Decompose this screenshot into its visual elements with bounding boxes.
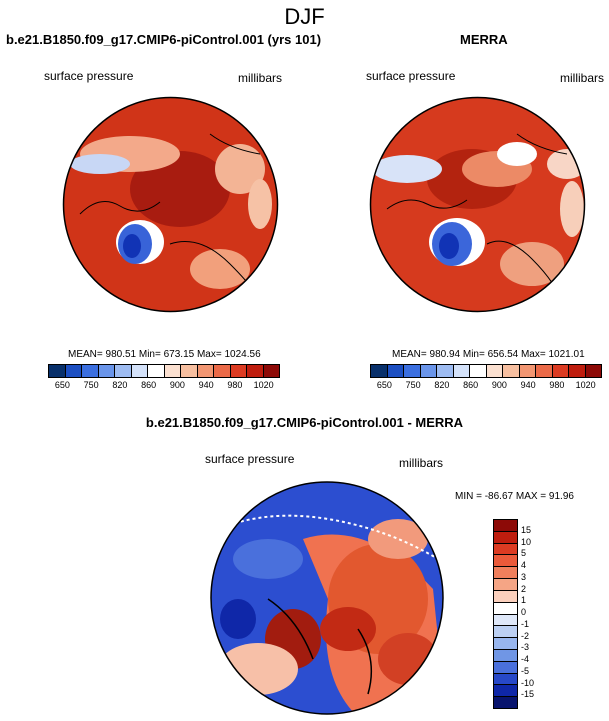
colorbar-tick-label: 5	[521, 548, 527, 559]
obs-stats: MEAN= 980.94 Min= 656.54 Max= 1021.01	[392, 349, 585, 360]
colorbar-tick-label: 900	[169, 380, 185, 390]
model-polar-map	[62, 96, 279, 313]
colorbar-tick-label: 2	[521, 583, 527, 594]
colorbar-swatch	[494, 601, 517, 614]
colorbar-tick-label: 1020	[575, 380, 596, 390]
diff-polar-map	[210, 481, 444, 715]
diff-colorbar-labels: 15 10 5 4 3 2 1 0 -1 -2 -3 -4 -5 -10 -15	[521, 519, 561, 707]
colorbar-swatch	[452, 365, 469, 377]
colorbar-swatch	[551, 365, 568, 377]
colorbar-tick-label: 650	[376, 380, 392, 390]
colorbar-swatch	[371, 365, 387, 377]
colorbar-tick-label: -4	[521, 654, 530, 664]
colorbar-swatch	[494, 578, 517, 590]
colorbar-swatch	[494, 530, 517, 543]
colorbar-swatch	[114, 365, 131, 377]
colorbar-swatch	[494, 684, 517, 697]
colorbar-tick-label: -3	[521, 642, 530, 653]
figure-title: DJF	[284, 4, 325, 29]
colorbar-tick-label: 750	[83, 380, 99, 390]
colorbar-tick-label: 1	[521, 595, 527, 606]
colorbar-tick-label: 980	[227, 380, 243, 390]
colorbar-swatch	[97, 365, 114, 377]
colorbar-swatch	[584, 365, 601, 377]
colorbar-tick-label: 820	[434, 380, 450, 390]
model-field-label: surface pressure	[44, 69, 134, 83]
colorbar-swatch	[81, 365, 98, 377]
diff-colorbar	[493, 519, 518, 709]
diff-field-label: surface pressure	[205, 452, 295, 466]
colorbar-swatch	[494, 696, 517, 708]
colorbar-swatch	[535, 365, 552, 377]
model-colorbar	[48, 364, 280, 378]
obs-colorbar-labels: 650 750 820 860 900 940 980 1020	[370, 380, 602, 392]
colorbar-tick-label: 940	[198, 380, 214, 390]
colorbar-tick-label: 650	[54, 380, 70, 390]
model-panel-title: b.e21.B1850.f09_g17.CMIP6-piControl.001 …	[6, 32, 322, 47]
colorbar-tick-label: 860	[463, 380, 479, 390]
colorbar-swatch	[147, 365, 164, 377]
model-units-label: millibars	[238, 71, 283, 85]
colorbar-tick-label: 4	[521, 560, 527, 570]
model-colorbar-labels: 650 750 820 860 900 940 980 1020	[48, 380, 280, 392]
colorbar-swatch	[518, 365, 535, 377]
colorbar-swatch	[494, 554, 517, 567]
colorbar-swatch	[494, 566, 517, 579]
colorbar-tick-label: 0	[521, 607, 527, 617]
colorbar-swatch	[262, 365, 279, 377]
obs-units-label: millibars	[560, 71, 605, 85]
model-stats: MEAN= 980.51 Min= 673.15 Max= 1024.56	[68, 349, 261, 360]
diff-panel-title: b.e21.B1850.f09_g17.CMIP6-piControl.001 …	[145, 415, 464, 430]
colorbar-tick-label: 940	[520, 380, 536, 390]
colorbar-swatch	[246, 365, 263, 377]
colorbar-swatch	[196, 365, 213, 377]
colorbar-swatch	[49, 365, 65, 377]
colorbar-swatch	[469, 365, 486, 377]
colorbar-swatch	[494, 542, 517, 555]
colorbar-tick-label: 1020	[253, 380, 274, 390]
colorbar-tick-label: 900	[491, 380, 507, 390]
colorbar-swatch	[494, 625, 517, 638]
colorbar-swatch	[229, 365, 246, 377]
colorbar-tick-label: -1	[521, 618, 530, 629]
colorbar-swatch	[436, 365, 453, 377]
colorbar-tick-label: 10	[521, 536, 532, 547]
colorbar-swatch	[494, 520, 517, 531]
colorbar-swatch	[485, 365, 502, 377]
obs-field-label: surface pressure	[366, 69, 456, 83]
colorbar-swatch	[502, 365, 519, 377]
obs-polar-map	[369, 96, 586, 313]
colorbar-tick-label: 15	[521, 524, 532, 535]
colorbar-tick-label: 860	[141, 380, 157, 390]
colorbar-tick-label: 750	[405, 380, 421, 390]
colorbar-swatch	[64, 365, 81, 377]
obs-panel-title: MERRA	[460, 32, 508, 47]
colorbar-swatch	[494, 637, 517, 649]
colorbar-swatch	[213, 365, 230, 377]
colorbar-tick-label: -10	[521, 677, 535, 688]
colorbar-swatch	[386, 365, 403, 377]
obs-colorbar	[370, 364, 602, 378]
colorbar-swatch	[419, 365, 436, 377]
colorbar-tick-label: -15	[521, 689, 535, 700]
colorbar-tick-label: 3	[521, 571, 527, 582]
colorbar-tick-label: 980	[549, 380, 565, 390]
colorbar-swatch	[494, 648, 517, 661]
colorbar-tick-label: 820	[112, 380, 128, 390]
diff-stats: MIN = -86.67 MAX = 91.96	[455, 491, 574, 502]
colorbar-swatch	[163, 365, 180, 377]
colorbar-swatch	[568, 365, 585, 377]
colorbar-swatch	[494, 613, 517, 626]
colorbar-tick-label: -2	[521, 630, 530, 641]
diff-units-label: millibars	[399, 456, 444, 470]
colorbar-swatch	[494, 589, 517, 602]
colorbar-tick-label: -5	[521, 665, 530, 676]
colorbar-swatch	[494, 672, 517, 685]
colorbar-swatch	[494, 660, 517, 673]
colorbar-swatch	[403, 365, 420, 377]
colorbar-swatch	[180, 365, 197, 377]
colorbar-swatch	[130, 365, 147, 377]
